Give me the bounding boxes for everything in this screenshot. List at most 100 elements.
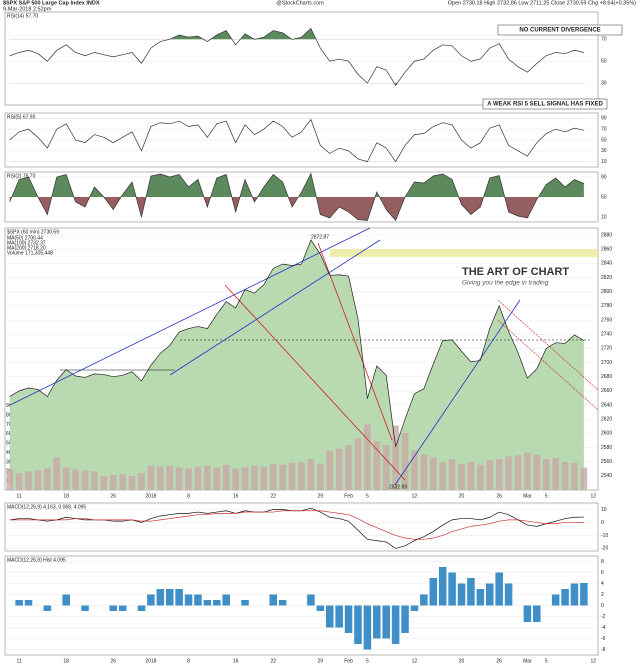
volume-bar [345,445,352,490]
x-tick-label: Mar [523,658,532,664]
x-tick-label: 5 [545,658,548,664]
ohlc: Open 2730.18 High 2732.86 Low 2711.25 Cl… [448,0,636,6]
volume-bar [524,452,531,490]
bar [184,594,193,606]
y-tick-label: 2800 [601,289,612,295]
y-tick-label: 70 [601,37,607,43]
x-tick-label: 12 [591,658,597,664]
x-tick-label: 29 [318,493,324,499]
date: 9-Mar-2018 2:52pm [3,6,52,12]
price-area [9,240,584,490]
y-tick-label: 2 [601,592,604,598]
volume-bar [326,450,334,490]
y-tick-label: 90 [601,116,607,122]
volume-bar [279,464,286,490]
volume-bar [185,468,192,490]
volume-bar [138,473,145,490]
y-tick-label: 50 [601,194,607,200]
volume-bar [241,467,249,490]
panel-title: RSI(5) 67.90 [7,114,36,120]
volume-bar [458,463,465,490]
x-tick-label: 29 [318,658,324,664]
x-tick-label: 5 [366,658,369,664]
volume-bar [448,459,456,490]
rsi-shade [9,197,584,221]
bar [533,605,541,622]
volume-bar [439,461,446,490]
bar [467,578,475,606]
bar [363,605,372,650]
x-tick-label: 22 [270,658,276,664]
resistance-band [330,249,598,257]
line [9,510,584,540]
bar [43,605,52,611]
y-tick-label: 6 [601,570,604,576]
x-tick-label: 5 [545,493,548,499]
x-tick-label: 18 [63,493,69,499]
panel-frame [4,11,599,106]
trendline [394,299,521,486]
x-tick-label: 2018 [145,493,156,499]
x-tick-label: 12 [412,658,418,664]
bar [109,605,118,611]
trendline [224,284,406,481]
volume-bar [34,470,42,490]
volume-bar [552,458,559,490]
bar [24,600,33,606]
y-tick-label: 50 [601,137,607,143]
x-tick-label: 26 [110,658,116,664]
volume-bar [72,469,79,490]
bar [222,594,230,606]
y-tick-label: 2760 [601,317,612,323]
volume-bar [317,463,324,490]
bar [175,589,183,606]
y-tick-label: -10 [601,533,608,539]
y-tick-label: 2600 [601,431,612,437]
panel-title: MACD(12,26,9) Hist 4.095 [7,557,66,563]
bar [438,567,447,606]
annotation: 2532.69 [389,484,407,490]
annotation-box [497,24,623,36]
volume-bar [561,461,569,490]
y-tick-label: 0 [601,603,604,609]
bar [213,600,221,606]
y-tick-label: 2540 [601,473,612,479]
bar [278,600,287,606]
rsi-shade [9,118,584,119]
bar [485,583,494,606]
volume-bar [571,462,578,490]
bar [354,605,362,644]
x-tick-label: 11 [17,658,22,664]
x-tick-label: 2018 [145,658,156,664]
line [9,172,585,222]
legend-entry: Volume 171,305,448 [7,250,53,256]
volume-bar [157,466,164,490]
bar [241,600,249,606]
bar [401,605,409,633]
y-tick-label: 2620 [601,417,612,423]
y-tick-label: 2700 [601,360,612,366]
bar [410,605,419,611]
logo-text: THE ART OF CHART [462,266,569,278]
y-tick-label: 2640 [601,402,612,408]
y-tick-label: 2720 [601,346,612,352]
volume-bar [128,475,136,490]
bar [344,605,353,633]
x-tick-label: 22 [270,493,276,499]
y-tick-label: -2 [601,614,606,620]
x-tick-label: 26 [110,493,116,499]
x-tick-label: 12 [412,493,418,499]
volume-bar [514,455,522,490]
rsi-shade [10,119,584,161]
bar [269,594,278,606]
bar [118,605,127,611]
panel-title: MACD(12,26,9) 4.163, 0.068, 4.095 [7,504,86,510]
legend-entry: MA(50) 2706.44 [7,235,43,241]
volume-bar [53,457,61,490]
volume-bar [15,473,23,490]
volume-bar [477,464,484,490]
volume-bar [298,461,305,490]
trendlines [9,227,599,486]
y-tick-label: 90 [601,174,607,180]
y-tick-label: -8 [601,647,606,653]
